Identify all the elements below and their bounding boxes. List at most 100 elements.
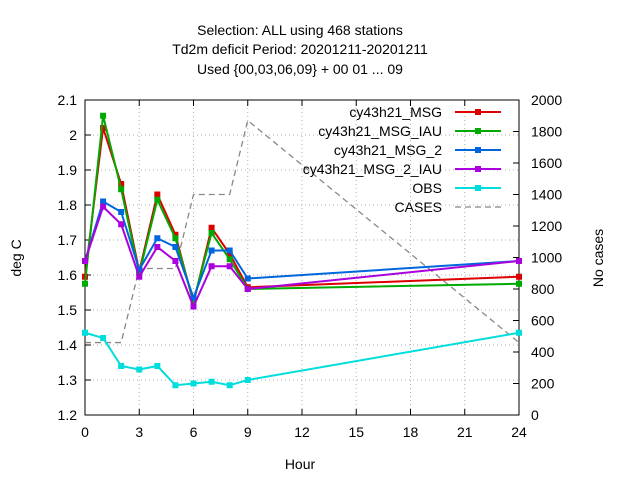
- data-point: [244, 275, 251, 282]
- x-tick-label: 15: [348, 424, 364, 440]
- y2-tick-label: 1800: [531, 124, 562, 140]
- series-cy43h21-msg-iau: [82, 112, 522, 306]
- data-point: [154, 235, 161, 242]
- data-point: [136, 366, 143, 373]
- data-point: [172, 382, 179, 389]
- y-tick-label: 1.5: [58, 302, 78, 318]
- x-tick-label: 6: [190, 424, 198, 440]
- y2-tick-label: 600: [531, 313, 555, 329]
- cases-series: [85, 119, 520, 344]
- x-tick-label: 12: [294, 424, 310, 440]
- y2-tick-label: 1400: [531, 187, 562, 203]
- data-point: [208, 378, 215, 385]
- x-axis-label: Hour: [285, 456, 316, 472]
- series-cy43h21-msg-2-iau: [82, 203, 522, 310]
- y2-axis-label: No cases: [590, 229, 606, 287]
- data-point: [118, 363, 125, 369]
- legend-marker: [475, 147, 481, 153]
- y2-tick-label: 1600: [531, 155, 562, 171]
- data-point: [208, 263, 215, 270]
- data-point: [100, 335, 107, 341]
- legend-label: cy43h21_MSG: [349, 104, 442, 120]
- y2-tick-label: 2000: [531, 92, 562, 108]
- y2-tick-label: 400: [531, 344, 555, 360]
- y-tick-label: 2.1: [58, 92, 78, 108]
- x-tick-label: 21: [457, 424, 473, 440]
- legend-marker: [475, 128, 481, 134]
- data-point: [516, 273, 522, 280]
- data-point: [100, 112, 107, 119]
- data-point: [226, 263, 233, 270]
- legend-label: cy43h21_MSG_IAU: [318, 123, 442, 139]
- cases-line: [85, 119, 520, 344]
- data-point: [226, 382, 233, 389]
- y2-tick-label: 1000: [531, 250, 562, 266]
- data-point: [172, 235, 179, 242]
- series-obs: [82, 329, 522, 389]
- legend-label: cy43h21_MSG_2_IAU: [303, 161, 442, 177]
- y2-tick-label: 200: [531, 376, 555, 392]
- data-point: [226, 247, 233, 254]
- y-tick-label: 2: [69, 127, 77, 143]
- data-point: [118, 186, 125, 193]
- x-tick-label: 18: [403, 424, 419, 440]
- data-point: [154, 244, 161, 250]
- data-point: [118, 221, 125, 228]
- data-point: [172, 258, 179, 264]
- data-point: [516, 258, 522, 264]
- data-point: [244, 377, 251, 383]
- data-point: [172, 244, 179, 250]
- x-tick-label: 3: [135, 424, 143, 440]
- data-point: [136, 273, 143, 280]
- y-tick-label: 1.2: [58, 407, 78, 423]
- chart-title-line-3: Used {00,03,06,09} + 00 01 ... 09: [197, 61, 403, 77]
- data-point: [136, 266, 143, 273]
- data-point: [208, 224, 215, 231]
- legend: cy43h21_MSG cy43h21_MSG_IAU cy43h21_MSG_2c…: [303, 104, 501, 215]
- data-point: [154, 363, 161, 369]
- y-tick-label: 1.7: [58, 232, 78, 248]
- data-point: [154, 196, 161, 203]
- data-point: [118, 209, 125, 215]
- data-point: [226, 251, 233, 257]
- data-point: [190, 380, 197, 387]
- data-point: [226, 256, 233, 263]
- y-tick-label: 1.8: [58, 197, 78, 213]
- chart-title-line-1: Selection: ALL using 468 stations: [197, 22, 403, 38]
- y-tick-label: 1.6: [58, 267, 78, 283]
- data-point: [244, 286, 251, 292]
- y-axis-label: deg C: [8, 239, 24, 276]
- data-point: [190, 294, 197, 301]
- data-point: [190, 303, 197, 310]
- data-point: [100, 125, 107, 131]
- legend-marker: [475, 109, 481, 115]
- y2-tick-label: 800: [531, 281, 555, 297]
- legend-label: cy43h21_MSG_2: [334, 142, 442, 158]
- data-point: [100, 203, 107, 210]
- data-point: [208, 247, 215, 254]
- data-point: [516, 329, 522, 336]
- x-tick-label: 24: [511, 424, 527, 440]
- data-point: [82, 258, 88, 264]
- data-point: [100, 198, 107, 205]
- x-tick-label: 9: [244, 424, 252, 440]
- data-point: [136, 270, 143, 277]
- y-tick-label: 1.4: [58, 337, 78, 353]
- chart-title-line-2: Td2m deficit Period: 20201211-20201211: [172, 41, 428, 57]
- y-tick-label: 1.3: [58, 372, 78, 388]
- data-point: [118, 181, 125, 187]
- legend-marker: [475, 185, 481, 191]
- data-point: [208, 230, 215, 236]
- series-cy43h21-msg-2: [82, 198, 522, 301]
- x-tick-label: 0: [81, 424, 89, 440]
- data-series: [82, 112, 522, 389]
- data-point: [190, 298, 197, 305]
- data-point: [154, 191, 161, 198]
- y-tick-label: 1.9: [58, 162, 78, 178]
- data-point: [516, 280, 522, 287]
- y2-tick-label: 0: [531, 407, 539, 423]
- legend-label: CASES: [395, 199, 442, 215]
- axis-ticks: 0 3 6 9 12 15 18 21 24 1.2 1.3 1.4 1.5 1.6 1.7 1.8 1.9 2 2…: [58, 92, 563, 440]
- data-point: [82, 280, 88, 287]
